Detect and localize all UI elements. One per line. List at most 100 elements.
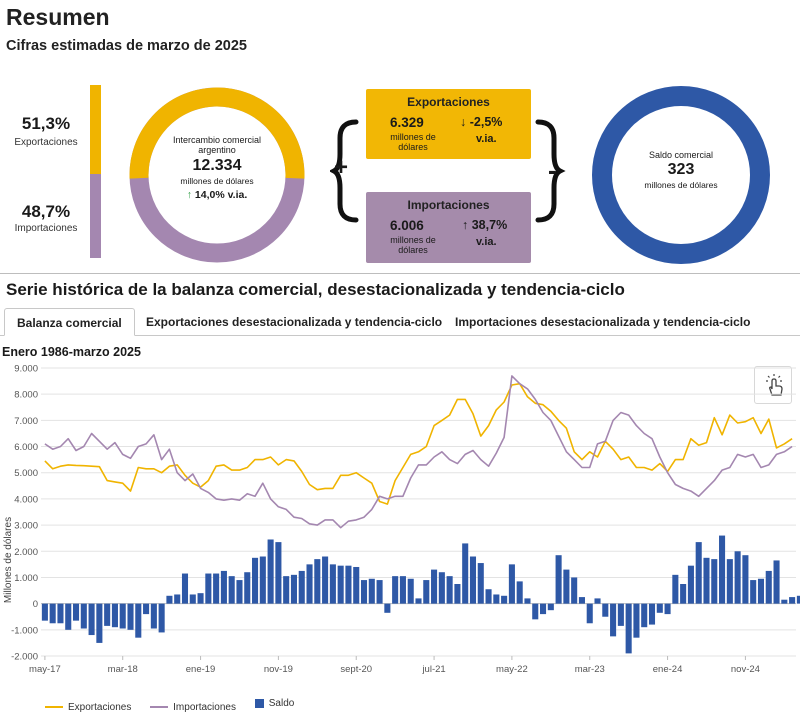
saldo-bar xyxy=(345,565,352,604)
saldo-bar xyxy=(236,580,243,604)
exports-unit-1: millones de xyxy=(390,132,436,142)
saldo-bar xyxy=(462,543,469,604)
saldo-bar xyxy=(742,555,749,604)
x-tick-label: ene-24 xyxy=(653,664,683,675)
share-bar-exports xyxy=(90,85,101,174)
exports-unit-2: dólares xyxy=(398,142,428,152)
saldo-bar xyxy=(431,569,438,604)
saldo-bar xyxy=(773,560,780,604)
y-axis-ticks: -2.000 -1.000 0 1.000 2.000 3.000 4.000 5.000 6.… xyxy=(11,364,38,663)
intercambio-unit: millones de dólares xyxy=(180,176,254,186)
x-tick-label: may-17 xyxy=(29,664,61,675)
x-tick-label: sept-20 xyxy=(340,664,372,675)
exports-box-title: Exportaciones xyxy=(407,95,490,109)
saldo-bar xyxy=(143,603,150,615)
saldo-bar xyxy=(501,595,508,604)
imports-share-label: Importaciones xyxy=(14,223,78,234)
y-axis-label: Millones de dólares xyxy=(3,517,14,603)
tab-importaciones[interactable]: Importaciones desestacionalizada y tende… xyxy=(455,315,751,329)
imports-unit-1: millones de xyxy=(390,235,436,245)
intercambio-label-2: argentino xyxy=(198,145,236,155)
x-tick-label: ene-19 xyxy=(186,664,216,675)
saldo-bar xyxy=(610,603,617,637)
saldo-bar xyxy=(703,557,710,604)
y-tick-label: 7.000 xyxy=(14,416,38,427)
y-tick-label: 3.000 xyxy=(14,521,38,532)
saldo-ring xyxy=(592,86,770,264)
saldo-bar xyxy=(166,595,173,604)
imports-change-suffix: v.ia. xyxy=(476,236,497,248)
saldo-bar xyxy=(158,603,165,633)
imports-box-unit: millones de dólares xyxy=(388,235,438,255)
saldo-bar xyxy=(213,573,220,604)
saldo-bar xyxy=(438,572,445,604)
exports-change-value: -2,5% xyxy=(469,115,503,129)
saldo-value: 323 xyxy=(667,161,695,178)
saldo-bar xyxy=(174,594,181,604)
saldo-bar xyxy=(695,542,702,604)
saldo-bar xyxy=(586,603,593,624)
section-title: Serie histórica de la balanza comercial,… xyxy=(6,280,625,299)
saldo-label: Saldo comercial xyxy=(648,150,714,160)
saldo-text: Saldo comercial 323 millones de dólares xyxy=(621,150,741,190)
saldo-bar xyxy=(220,570,227,604)
saldo-bar xyxy=(617,603,624,626)
saldo-bar xyxy=(524,598,531,604)
saldo-bar xyxy=(407,578,414,604)
legend-exportaciones[interactable]: Exportaciones xyxy=(45,702,131,713)
y-tick-label: 5.000 xyxy=(14,468,38,479)
braces xyxy=(330,119,566,223)
x-tick-label: nov-19 xyxy=(264,664,293,675)
saldo-bar xyxy=(197,593,204,604)
minus-operator: - xyxy=(548,155,557,185)
saldo-bar xyxy=(477,563,484,604)
intercambio-text: Intercambio comercial argentino 12.334 m… xyxy=(158,135,276,201)
exports-share-label: Exportaciones xyxy=(14,137,78,148)
exports-box-unit: millones de dólares xyxy=(388,132,438,152)
saldo-bar xyxy=(789,597,796,604)
touch-hint-button[interactable] xyxy=(754,366,792,404)
saldo-bar xyxy=(415,598,422,604)
saldo-bar xyxy=(648,603,656,625)
balanza-chart: -2.000 -1.000 0 1.000 2.000 3.000 4.000 5.000 6.… xyxy=(3,364,800,675)
saldo-bar xyxy=(726,559,733,604)
saldo-bar xyxy=(656,603,663,613)
saldo-bar xyxy=(781,599,788,604)
saldo-bar xyxy=(594,598,601,604)
saldo-bar xyxy=(65,603,72,630)
tab-balanza-comercial[interactable]: Balanza comercial xyxy=(4,308,135,336)
importaciones-line xyxy=(44,375,793,529)
saldo-bar xyxy=(765,570,772,604)
right-brace-icon xyxy=(535,119,566,223)
legend-importaciones[interactable]: Importaciones xyxy=(150,702,236,713)
tabs-baseline xyxy=(0,335,800,336)
saldo-donut xyxy=(592,86,770,264)
saldo-bar xyxy=(711,559,718,604)
saldo-bar xyxy=(267,539,274,604)
chart-lines xyxy=(44,375,793,529)
saldo-bar xyxy=(493,594,500,604)
imports-unit-2: dólares xyxy=(398,245,428,255)
tab-exportaciones[interactable]: Exportaciones desestacionalizada y tende… xyxy=(146,315,443,329)
legend-square-icon xyxy=(254,699,264,708)
saldo-bar xyxy=(571,577,578,604)
intercambio-change-suffix: v.ia. xyxy=(227,189,248,201)
saldo-bar xyxy=(111,603,118,628)
exports-box: Exportaciones 6.329 millones de dólares … xyxy=(366,89,531,159)
saldo-bar xyxy=(454,584,461,604)
imports-box-change: ↑ 38,7% xyxy=(462,218,507,232)
saldo-bar xyxy=(625,603,632,654)
x-tick-label: mar-18 xyxy=(108,664,138,675)
saldo-bar xyxy=(602,603,609,617)
saldo-bar xyxy=(329,564,336,604)
saldo-bar xyxy=(734,551,741,604)
saldo-bar xyxy=(680,584,687,604)
saldo-bar xyxy=(135,603,142,638)
exports-box-change: ↓ -2,5% xyxy=(460,115,502,129)
saldo-bar xyxy=(368,578,375,604)
legend-saldo[interactable]: Saldo xyxy=(254,698,295,709)
saldo-bar xyxy=(392,576,399,604)
saldo-bar xyxy=(80,603,87,629)
saldo-bar xyxy=(750,580,757,604)
legend-label: Saldo xyxy=(268,698,295,709)
